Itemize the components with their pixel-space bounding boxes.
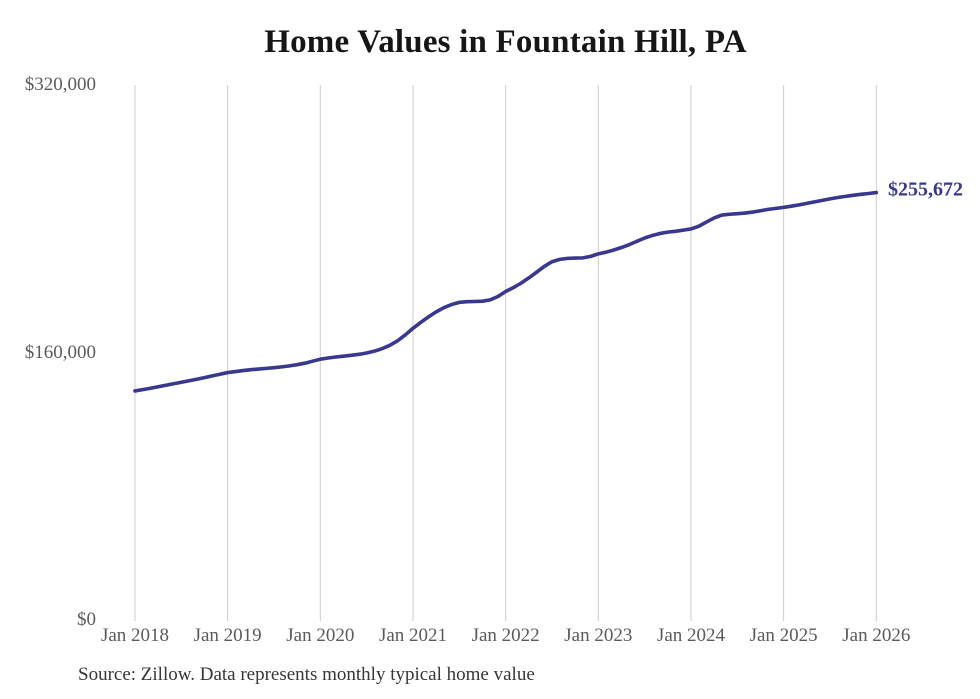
x-axis-tick-jan-2018: Jan 2018: [100, 625, 170, 646]
x-axis-tick-jan-2025: Jan 2025: [749, 625, 818, 646]
x-axis-tick-jan-2019: Jan 2019: [193, 625, 262, 646]
latest-value-label: $255,672: [888, 178, 963, 201]
home-value-line-series: [133, 190, 879, 393]
y-axis-tick-0: $0: [77, 609, 96, 630]
chart-title: Home Values in Fountain Hill, PA: [264, 24, 747, 60]
x-axis-tick-jan-2022: Jan 2022: [471, 625, 540, 646]
x-axis-tick-jan-2026: Jan 2026: [842, 625, 911, 646]
source-attribution: Source: Zillow. Data represents monthly …: [78, 664, 535, 685]
x-axis-tick-jan-2024: Jan 2024: [656, 625, 725, 646]
x-axis-tick-jan-2021: Jan 2021: [378, 625, 448, 646]
y-axis-tick-160000: $160,000: [24, 341, 96, 363]
y-axis-tick-320000: $320,000: [24, 74, 96, 95]
x-axis-tick-jan-2023: Jan 2023: [564, 625, 633, 646]
x-axis-tick-jan-2020: Jan 2020: [286, 625, 355, 646]
